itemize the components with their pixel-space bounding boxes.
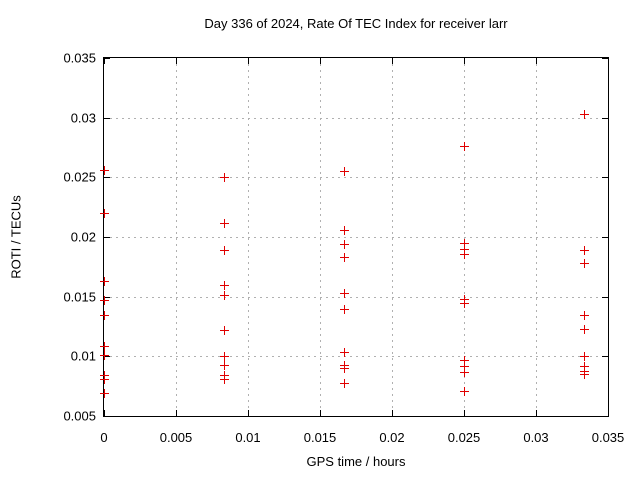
y-axis-tick — [104, 416, 110, 417]
gridline-horizontal — [104, 237, 608, 238]
x-axis-tick — [104, 58, 105, 64]
data-point-marker — [460, 355, 469, 365]
data-point-marker — [100, 166, 109, 176]
y-tick-label: 0.035 — [63, 50, 96, 66]
y-tick-label: 0.015 — [63, 289, 96, 305]
data-point-marker — [340, 364, 349, 374]
y-tick-label: 0.02 — [70, 229, 96, 245]
data-point-marker — [579, 110, 589, 120]
data-point-marker — [219, 375, 229, 384]
x-tick-label: 0.02 — [379, 430, 405, 445]
data-point-marker — [579, 352, 589, 362]
y-axis-tick — [602, 237, 608, 238]
x-axis-tick — [248, 58, 249, 64]
y-axis-tick — [104, 58, 110, 59]
x-tick-label: 0.035 — [591, 430, 625, 445]
data-point-marker — [100, 296, 109, 306]
x-axis-tick — [176, 410, 177, 416]
data-point-marker — [340, 225, 349, 235]
y-tick-label: 0.01 — [70, 348, 96, 364]
data-point-marker — [100, 310, 109, 320]
data-point-marker — [579, 361, 589, 371]
data-point-marker — [219, 291, 229, 301]
y-axis-tick — [104, 177, 110, 179]
x-axis-tick — [392, 58, 393, 64]
data-point-marker — [460, 386, 469, 396]
data-point-marker — [460, 361, 469, 371]
data-point-marker — [340, 304, 349, 314]
data-point-marker — [579, 370, 589, 380]
data-point-marker — [460, 367, 469, 377]
data-point-marker — [340, 289, 349, 299]
x-axis-label: GPS time / hours — [306, 454, 406, 469]
data-point-marker — [219, 218, 229, 228]
x-tick-label: 0 — [100, 430, 108, 445]
y-tick-label: 0.005 — [63, 408, 96, 424]
x-axis-tick — [320, 410, 321, 416]
data-point-marker — [100, 341, 109, 351]
data-point-marker — [460, 142, 469, 152]
x-axis-tick — [248, 410, 249, 416]
x-axis-tick — [176, 58, 177, 64]
data-point-marker — [579, 324, 589, 334]
data-point-marker — [579, 246, 589, 256]
data-point-marker — [579, 310, 589, 320]
data-point-marker — [219, 326, 229, 336]
x-axis-tick — [104, 410, 105, 416]
x-tick-label: 0.025 — [447, 430, 481, 445]
data-point-marker — [219, 280, 229, 290]
data-point-marker — [219, 352, 229, 362]
data-point-marker — [100, 209, 109, 219]
data-point-marker — [340, 378, 349, 388]
data-point-marker — [340, 253, 349, 263]
data-point-marker — [460, 238, 469, 248]
data-point-marker — [340, 240, 349, 250]
data-point-marker — [340, 347, 349, 357]
y-axis-tick — [104, 117, 110, 119]
data-point-marker — [100, 375, 109, 384]
y-axis-tick — [602, 117, 608, 119]
y-axis-tick — [104, 237, 110, 238]
x-tick-label: 0.015 — [303, 430, 337, 445]
data-point-marker — [100, 277, 109, 287]
y-tick-label: 0.03 — [70, 110, 96, 126]
x-axis-tick — [608, 410, 609, 416]
x-axis-tick — [464, 410, 465, 416]
x-axis-tick — [608, 58, 609, 64]
gridline-horizontal — [104, 296, 608, 298]
x-axis-tick — [536, 410, 537, 416]
y-axis-tick — [602, 177, 608, 179]
data-point-marker — [219, 360, 229, 370]
y-axis-tick — [602, 296, 608, 298]
data-point-marker — [579, 259, 589, 269]
data-point-marker — [340, 167, 349, 177]
x-axis-tick — [464, 58, 465, 64]
gridline-horizontal — [104, 177, 608, 179]
x-axis-tick — [392, 410, 393, 416]
x-tick-label: 0.01 — [235, 430, 261, 445]
data-point-marker — [100, 389, 109, 399]
y-tick-label: 0.025 — [63, 169, 96, 185]
y-axis-tick — [602, 58, 608, 59]
gridline-horizontal — [104, 356, 608, 358]
data-point-marker — [100, 351, 109, 361]
chart-title: Day 336 of 2024, Rate Of TEC Index for r… — [204, 16, 508, 31]
y-axis-tick — [104, 356, 110, 358]
y-axis-tick — [104, 296, 110, 298]
data-point-marker — [219, 246, 229, 256]
y-axis-tick — [602, 356, 608, 358]
data-point-marker — [219, 173, 229, 183]
x-tick-label: 0.005 — [159, 430, 193, 445]
x-tick-label: 0.03 — [523, 430, 549, 445]
data-point-marker — [460, 244, 469, 254]
data-point-marker — [460, 298, 469, 308]
plot-area — [100, 57, 609, 417]
data-point-marker — [460, 249, 469, 259]
gridline-horizontal — [104, 117, 608, 119]
x-axis-tick — [536, 58, 537, 64]
x-axis-tick — [320, 58, 321, 64]
y-axis-tick — [602, 416, 608, 417]
